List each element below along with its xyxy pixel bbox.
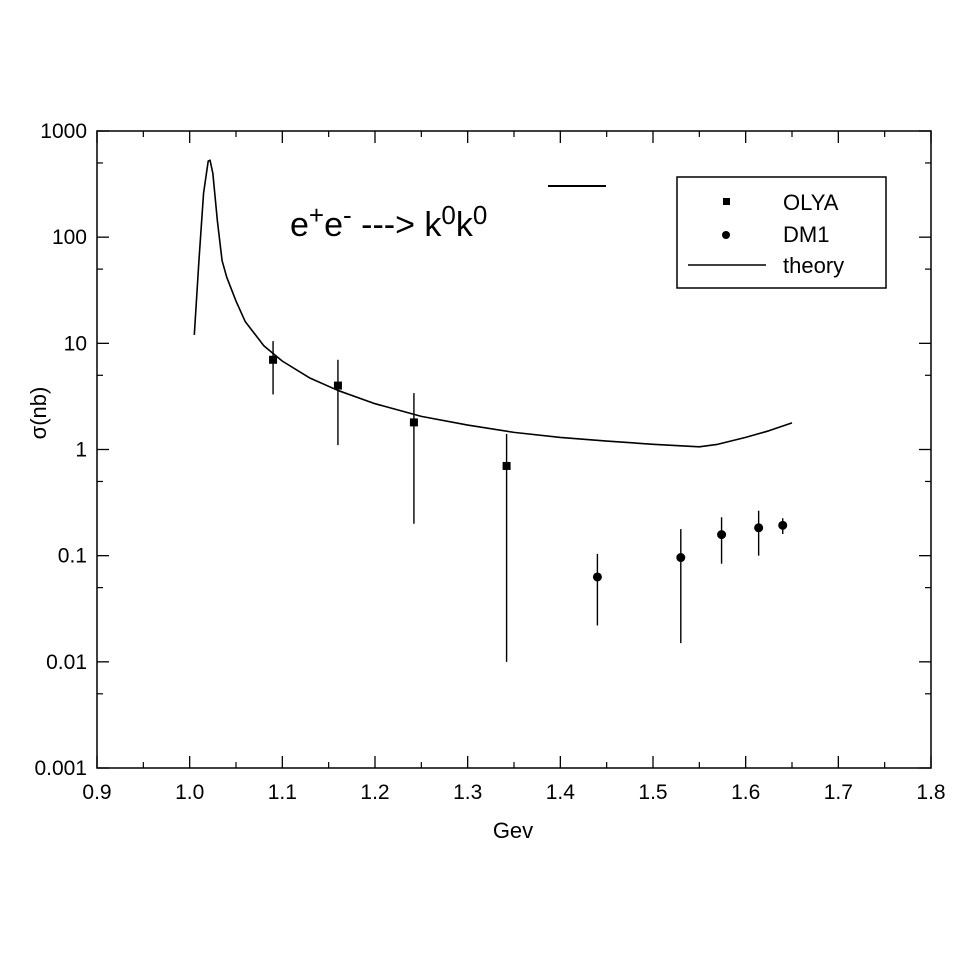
series-dm1 <box>592 510 788 644</box>
x-tick-label: 1.5 <box>638 781 667 804</box>
x-tick-label: 1.0 <box>175 781 204 804</box>
x-tick-label: 1.7 <box>824 781 853 804</box>
dm1-point <box>754 523 764 533</box>
y-axis-label: σ(nb) <box>26 387 51 440</box>
y-tick-label: 0.001 <box>34 757 87 780</box>
y-tick-label: 1 <box>75 439 87 462</box>
y-tick-label: 10 <box>64 332 87 355</box>
ticks-layer: 0.9 1.0 1.1 1.2 1.3 1.4 1.5 1.6 1.7 1.8 0.001 0.01 0… <box>34 120 945 804</box>
chart-title: e+e- ---> k0k0 <box>290 200 487 244</box>
legend: OLYA DM1 theory <box>676 176 887 289</box>
y-tick-label: 1000 <box>40 120 87 143</box>
legend-label-theory: theory <box>783 253 844 278</box>
title-sup4: 0 <box>473 200 487 230</box>
series-theory <box>193 159 793 448</box>
dm1-point <box>676 553 686 563</box>
x-tick-label: 1.8 <box>916 781 945 804</box>
legend-box <box>676 176 887 289</box>
x-tick-label: 1.2 <box>360 781 389 804</box>
title-sup1: + <box>309 200 324 230</box>
dm1-point <box>592 572 602 582</box>
x-tick-label: 1.6 <box>731 781 760 804</box>
dm1-point <box>778 520 788 530</box>
x-tick-label: 1.1 <box>268 781 297 804</box>
title-arrow: ---> k <box>352 206 443 244</box>
x-axis-label: Gev <box>493 818 533 843</box>
legend-marker-dm1 <box>722 231 730 239</box>
dm1-point <box>717 530 727 540</box>
olya-point <box>269 355 278 364</box>
legend-label-dm1: DM1 <box>783 222 829 247</box>
y-tick-label: 100 <box>52 226 87 249</box>
title-sup2: - <box>343 200 352 230</box>
title-base: e <box>290 206 309 244</box>
x-tick-label: 1.3 <box>453 781 482 804</box>
x-tick-label: 1.4 <box>546 781 576 804</box>
y-tick-label: 0.1 <box>58 545 87 568</box>
y-tick-label: 0.01 <box>46 651 87 674</box>
data-layer <box>193 159 793 662</box>
theory-curve <box>193 159 793 448</box>
olya-point <box>409 418 418 427</box>
title-bar-k: k <box>456 206 474 244</box>
plot-frame <box>96 130 932 769</box>
x-tick-label: 0.9 <box>82 781 111 804</box>
legend-marker-olya <box>723 198 730 205</box>
olya-point <box>502 461 511 470</box>
legend-label-olya: OLYA <box>783 190 839 215</box>
title-mid: e <box>324 206 343 244</box>
title-sup3: 0 <box>441 200 455 230</box>
olya-point <box>333 381 342 390</box>
